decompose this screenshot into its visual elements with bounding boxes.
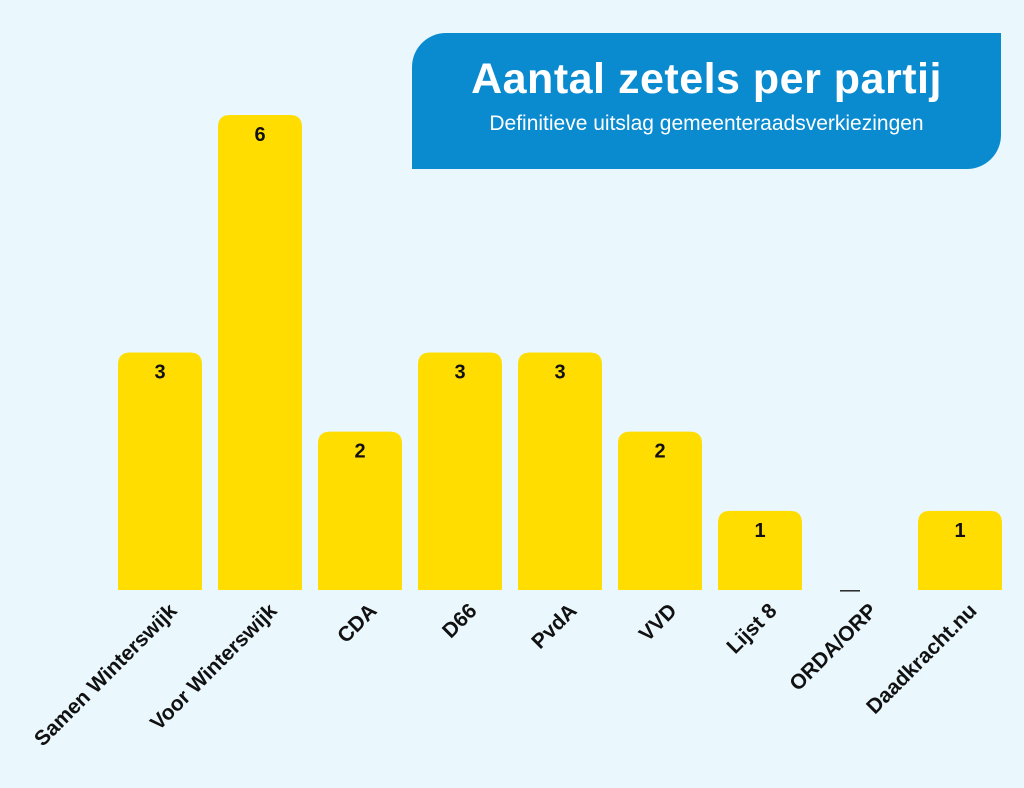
title-box: Aantal zetels per partij Definitieve uit… (412, 33, 1001, 169)
chart-subtitle: Definitieve uitslag gemeenteraadsverkiez… (489, 112, 924, 135)
data-label: 1 (954, 520, 965, 542)
data-label: 1 (754, 520, 765, 542)
data-label: — (840, 579, 860, 601)
chart-title: Aantal zetels per partij (471, 55, 942, 103)
data-label: 3 (454, 362, 465, 384)
data-label: 2 (654, 441, 665, 463)
category-label: VVD (635, 599, 682, 646)
bar (418, 352, 502, 590)
bar (618, 431, 702, 590)
category-label: CDA (333, 599, 381, 647)
category-label: Daadkracht.nu (862, 599, 981, 718)
data-label: 3 (154, 362, 165, 384)
category-label: D66 (438, 599, 482, 643)
bar (718, 510, 802, 590)
bar (918, 510, 1002, 590)
bar (318, 431, 402, 590)
data-label: 2 (354, 441, 365, 463)
bar (118, 352, 202, 590)
bar (218, 115, 302, 590)
category-label: ORDA/ORP (785, 599, 881, 695)
category-label: PvdA (527, 599, 581, 653)
category-label: Lijst 8 (722, 599, 781, 658)
data-label: 6 (254, 124, 265, 146)
data-label: 3 (554, 362, 565, 384)
bar (518, 352, 602, 590)
